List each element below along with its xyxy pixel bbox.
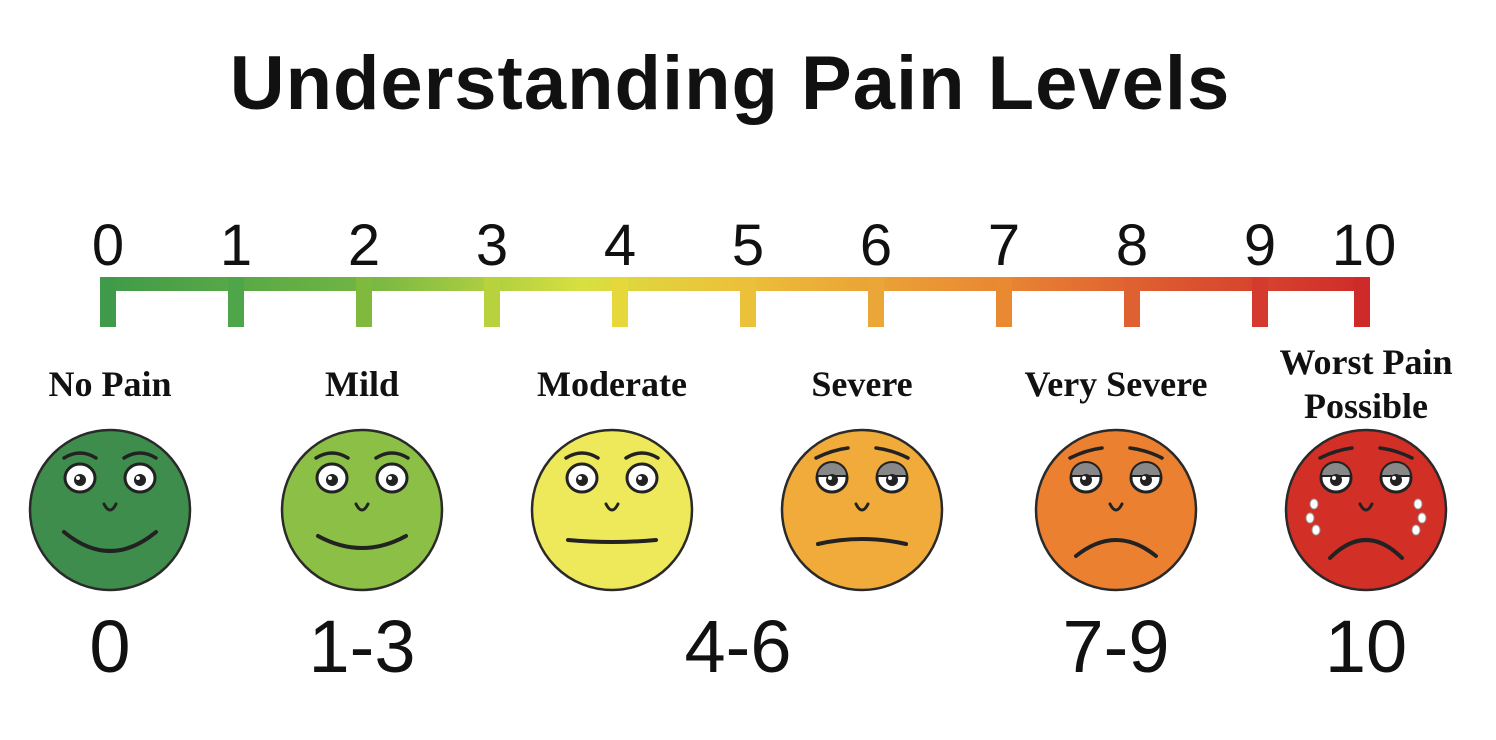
scale-ticks xyxy=(100,277,1370,327)
level-label: Possible xyxy=(1304,386,1428,426)
scale-tick xyxy=(356,277,372,327)
level-labels: No Pain Mild Moderate Severe Very Severe Wors… xyxy=(48,342,1452,426)
range-labels: 0 1-3 4-6 7-9 10 xyxy=(89,605,1407,688)
range-label: 10 xyxy=(1325,605,1407,688)
level-label: Severe xyxy=(811,364,912,404)
scale-tick-label: 9 xyxy=(1244,213,1276,278)
range-label: 7-9 xyxy=(1063,605,1170,688)
scale-tick-label: 8 xyxy=(1116,213,1148,278)
scale-tick xyxy=(484,277,500,327)
range-label: 1-3 xyxy=(309,605,416,688)
scale-tick xyxy=(1124,277,1140,327)
range-label: 0 xyxy=(89,605,130,688)
scale-tick-label: 6 xyxy=(860,213,892,278)
scale-tick xyxy=(1354,277,1370,327)
scale-bar xyxy=(100,277,1368,291)
face-smile-icon xyxy=(280,428,444,592)
scale-tick xyxy=(740,277,756,327)
face-big-smile-icon xyxy=(28,428,192,592)
face-frown-icon xyxy=(1034,428,1198,592)
scale-tick xyxy=(228,277,244,327)
face-crying-icon xyxy=(1284,428,1448,592)
faces xyxy=(28,428,1448,592)
level-label: Worst Pain xyxy=(1279,342,1452,382)
scale-tick-label: 4 xyxy=(604,213,636,278)
face-slight-frown-icon xyxy=(780,428,944,592)
scale-tick-label: 10 xyxy=(1332,213,1397,278)
level-label: Very Severe xyxy=(1025,364,1208,404)
scale-tick-label: 7 xyxy=(988,213,1020,278)
scale-tick xyxy=(100,277,116,327)
scale-tick xyxy=(996,277,1012,327)
face-neutral-icon xyxy=(530,428,694,592)
scale-tick xyxy=(612,277,628,327)
level-label: Mild xyxy=(325,364,399,404)
scale-tick-label: 0 xyxy=(92,213,124,278)
page-title: Understanding Pain Levels xyxy=(229,41,1231,126)
scale-tick xyxy=(868,277,884,327)
scale-tick-label: 5 xyxy=(732,213,764,278)
level-label: Moderate xyxy=(537,364,687,404)
level-label: No Pain xyxy=(48,364,171,404)
scale-tick-label: 1 xyxy=(220,213,252,278)
scale-tick-label: 2 xyxy=(348,213,380,278)
scale-tick-labels: 0 1 2 3 4 5 6 7 8 9 10 xyxy=(92,213,1396,278)
scale-tick-label: 3 xyxy=(476,213,508,278)
scale-tick xyxy=(1252,277,1268,327)
range-label: 4-6 xyxy=(685,605,792,688)
